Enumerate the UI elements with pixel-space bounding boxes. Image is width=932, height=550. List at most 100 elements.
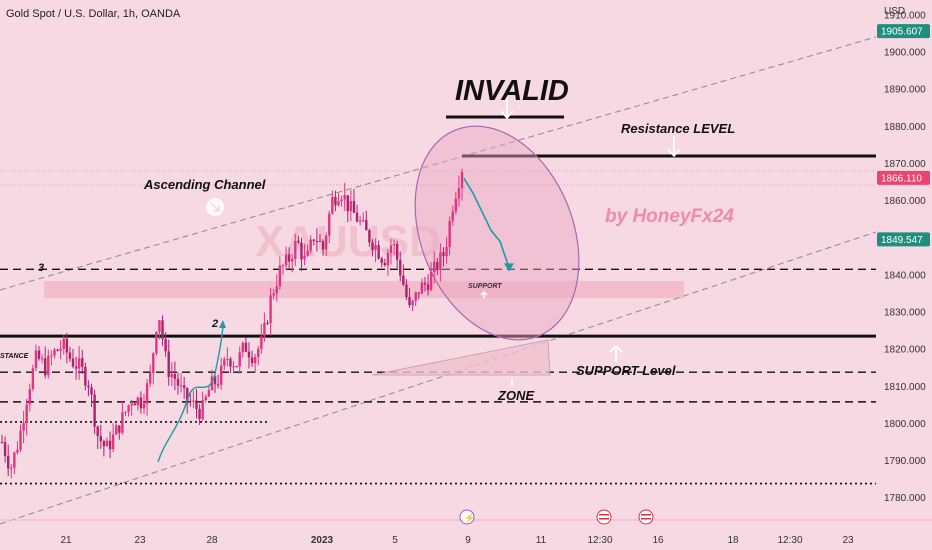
price-badge-label: 1849.547	[881, 235, 923, 246]
candle-body	[59, 348, 62, 351]
candle-body	[257, 348, 260, 357]
candle-body	[266, 322, 269, 324]
candle-body	[433, 261, 436, 272]
time-tick-label: 9	[465, 535, 471, 546]
candle-body	[87, 385, 90, 388]
price-badge	[877, 24, 930, 39]
candle-body	[201, 400, 204, 419]
time-axis[interactable]: 21 23 28 2023 5 9 11 12:30 16 18 12:30 23	[60, 535, 854, 546]
candle-body	[142, 403, 146, 409]
time-tick-label: 23	[134, 535, 146, 546]
candle-body	[198, 408, 201, 419]
price-tick-label: 1880.000	[884, 122, 926, 133]
candle-body	[16, 449, 19, 453]
us-flag-icon[interactable]	[638, 509, 654, 525]
candle-body	[25, 404, 28, 423]
price-axis[interactable]	[877, 0, 932, 520]
candles	[0, 168, 464, 479]
candle-body	[77, 358, 81, 369]
candle-body	[312, 239, 316, 241]
candle-body	[306, 250, 309, 256]
candle-body	[371, 242, 374, 250]
candle-body	[40, 358, 44, 360]
candle-body	[349, 200, 353, 212]
candle-body	[6, 456, 10, 469]
invalid-zone-ellipse	[414, 125, 580, 341]
watermark-symbol: XAUUSD	[255, 217, 441, 266]
us-flag-icon[interactable]	[596, 509, 612, 525]
candle-body	[136, 397, 140, 406]
candle-body	[37, 350, 41, 359]
candle-body	[111, 434, 115, 450]
candle-body	[272, 293, 275, 296]
candle-body	[90, 387, 93, 395]
down-arrow-icon	[500, 98, 514, 120]
candle-body	[244, 342, 248, 352]
candle-body	[420, 282, 424, 294]
lightning-icon[interactable]	[459, 509, 475, 525]
candle-body	[31, 368, 35, 390]
candle-body	[315, 240, 319, 242]
candle-body	[423, 282, 427, 285]
candle-body	[247, 351, 251, 358]
time-tick-label: 21	[60, 535, 72, 546]
candle-body	[429, 271, 433, 290]
candle-body	[96, 426, 99, 437]
candle-body	[195, 400, 198, 409]
price-badge-label: 1905.607	[881, 27, 923, 38]
candle-body	[74, 366, 78, 369]
candle-body	[213, 376, 217, 385]
resistance-level-label: Resistance LEVEL	[621, 121, 735, 136]
candle-body	[297, 240, 300, 243]
candle-body	[287, 254, 291, 262]
us-flag-stripe	[641, 518, 651, 520]
wave-arrow-head	[219, 320, 226, 328]
up-arrow-icon	[480, 290, 488, 298]
candle-body	[28, 389, 31, 405]
down-arrow-icon	[667, 136, 681, 158]
candle-body	[161, 320, 164, 339]
candle-body	[284, 254, 288, 266]
candle-body	[352, 200, 356, 213]
candle-body	[300, 242, 303, 260]
time-tick-label: 2023	[311, 535, 334, 546]
candle-body	[3, 442, 7, 457]
channel-upper-line	[0, 36, 877, 291]
candle-body	[118, 425, 121, 433]
candle-body	[383, 262, 387, 266]
candle-body	[294, 240, 297, 259]
candle-body	[47, 355, 50, 376]
candle-body	[207, 390, 211, 397]
candle-body	[186, 388, 189, 402]
candle-body	[318, 241, 322, 243]
price-badge	[877, 232, 930, 247]
us-flag-stripe	[641, 514, 651, 516]
candle-body	[81, 358, 84, 367]
time-tick-label: 12:30	[587, 535, 612, 546]
candle-body	[13, 452, 16, 468]
candle-body	[115, 425, 118, 435]
price-badge-label: 1866.110	[881, 173, 922, 184]
candle-body	[56, 349, 59, 351]
candle-body	[148, 373, 152, 384]
invalid-label: INVALID	[455, 75, 569, 107]
candle-body	[164, 338, 167, 352]
candle-body	[158, 320, 161, 332]
candle-body	[278, 265, 282, 287]
candle-body	[232, 366, 235, 368]
candle-body	[377, 245, 380, 259]
lightning-icon-glyph: ⚡	[464, 512, 475, 524]
candle-body	[167, 351, 170, 378]
candle-body	[0, 442, 4, 443]
forecast-arrow-path	[463, 177, 510, 268]
candle-body	[340, 199, 343, 202]
candle-body	[337, 201, 340, 206]
price-tick-label: 1800.000	[884, 419, 926, 430]
candle-body	[226, 358, 229, 360]
candle-body	[374, 245, 377, 250]
candle-body	[392, 244, 396, 246]
candle-body	[334, 196, 337, 206]
candle-body	[460, 171, 464, 189]
resistance-cut-label: STANCE	[0, 353, 29, 360]
